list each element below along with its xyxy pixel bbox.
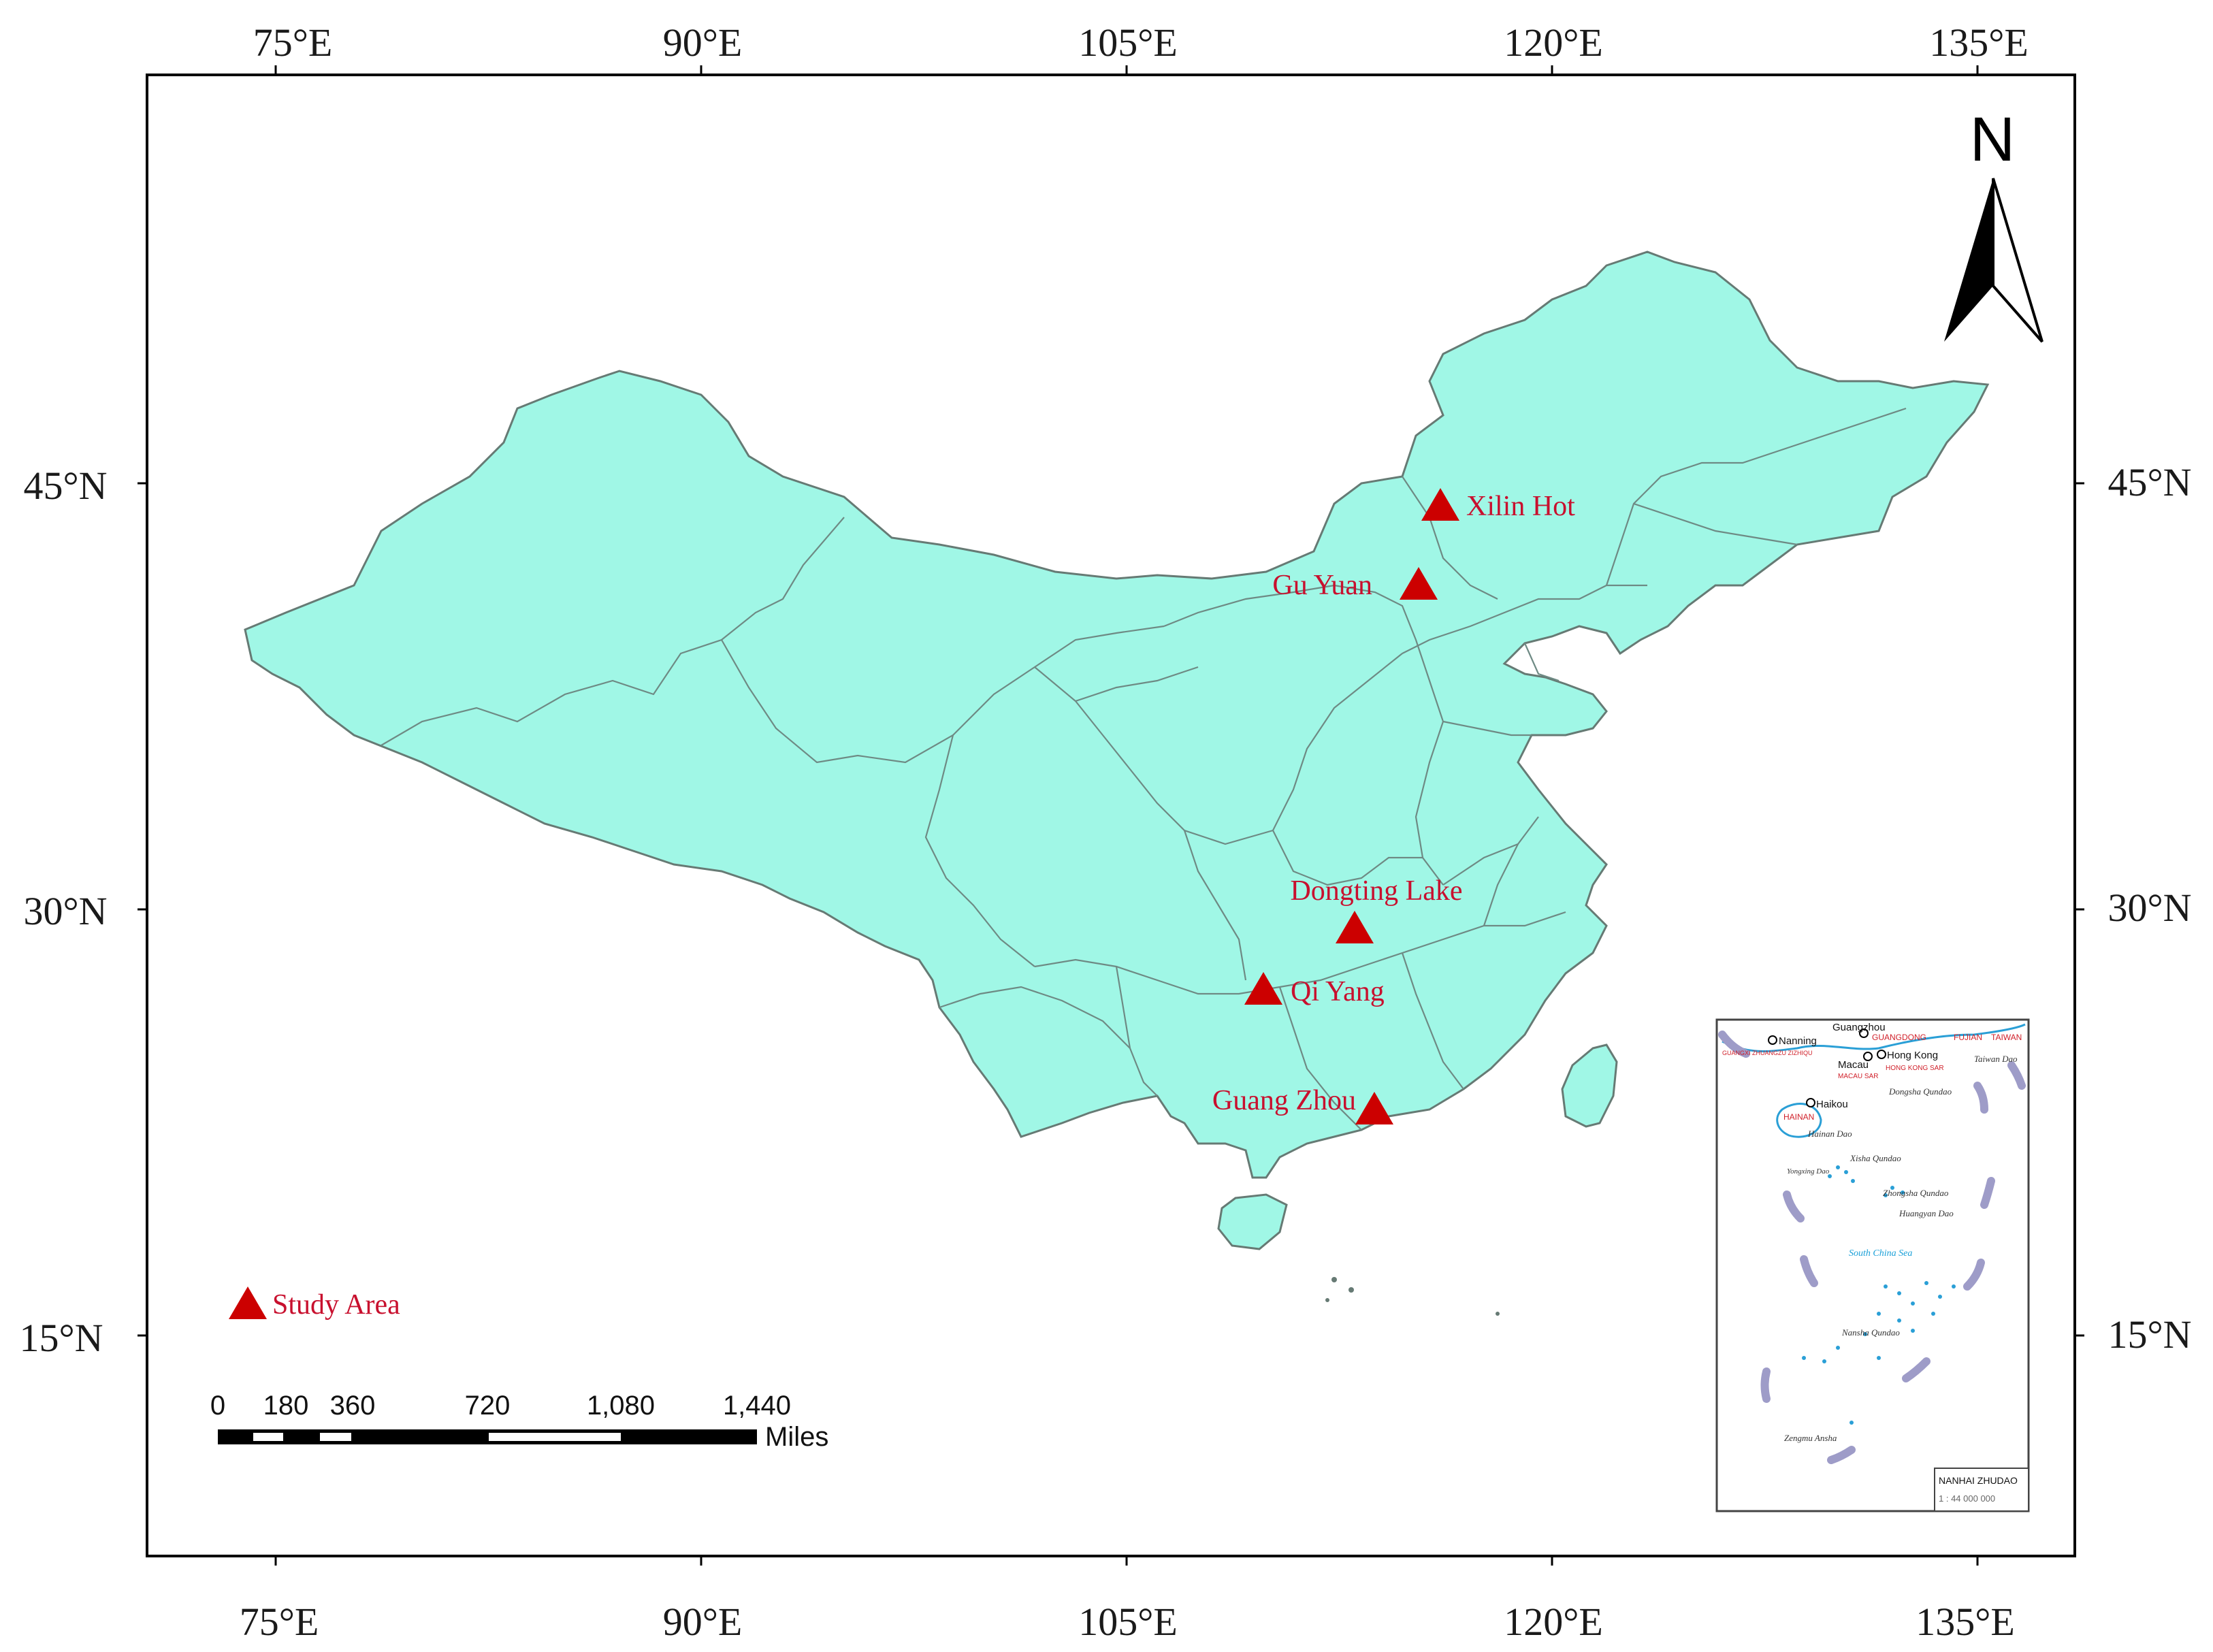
scale-bar-outline — [218, 1429, 757, 1444]
north-arrow-left-half — [1944, 178, 1993, 342]
hainan-island — [1217, 1193, 1288, 1250]
lon-label-bottom-90: 90°E — [663, 1600, 743, 1644]
scale-tick-720: 720 — [465, 1391, 511, 1421]
north-arrow-right-half — [1992, 178, 2044, 343]
scale-bar-segment — [253, 1433, 283, 1441]
scale-tick-1080: 1,080 — [587, 1391, 655, 1421]
lon-label-top-135: 135°E — [1929, 20, 2029, 65]
inset-city-guangzhou: Guangzhou — [1832, 1022, 1886, 1033]
site-label-guang-zhou: Guang Zhou — [1212, 1085, 1356, 1116]
north-label: N — [1970, 105, 2015, 174]
graticule-ticks — [138, 65, 2084, 1566]
inset-region-hong-kong-sar: HONG KONG SAR — [1886, 1065, 1944, 1072]
inset-region-fujian: FUJIAN — [1954, 1033, 1982, 1042]
site-label-xilin-hot: Xilin Hot — [1466, 491, 1575, 522]
lat-label-right-15: 15°N — [2107, 1312, 2191, 1357]
site-marker-qi-yang — [1244, 972, 1282, 1005]
site-marker-guang-zhou — [1355, 1092, 1393, 1124]
legend: Study Area — [229, 1286, 400, 1321]
inset-mainland-coast — [1722, 1023, 2026, 1052]
inset-island-yongxing: Yongxing Dao — [1787, 1167, 1830, 1176]
legend-label: Study Area — [272, 1289, 400, 1321]
scale-tick-180: 180 — [263, 1391, 309, 1421]
site-marker-xilin-hot — [1421, 488, 1459, 521]
lon-label-bottom-135: 135°E — [1916, 1600, 2015, 1644]
lon-label-bottom-105: 105°E — [1078, 1600, 1178, 1644]
lon-label-top-75: 75°E — [253, 20, 333, 65]
inset-island-taiwan-dao: Taiwan Dao — [1974, 1054, 2018, 1064]
scale-tick-1440: 1,440 — [723, 1391, 791, 1421]
site-label-gu-yuan: Gu Yuan — [1272, 570, 1372, 601]
inset-scale: 1 : 44 000 000 — [1939, 1493, 1995, 1504]
inset-city-markers — [1768, 1029, 1886, 1107]
inset-title-box — [1934, 1468, 2029, 1512]
inset-city-haikou: Haikou — [1816, 1099, 1848, 1110]
inset-hainan — [1776, 1103, 1822, 1138]
china-mainland — [244, 250, 1990, 1179]
site-label-qi-yang: Qi Yang — [1291, 976, 1385, 1007]
inset-dash-line — [1718, 1031, 2026, 1464]
lon-label-top-105: 105°E — [1078, 20, 1178, 65]
inset-city-nanning: Nanning — [1779, 1035, 1817, 1047]
lon-label-top-90: 90°E — [663, 20, 743, 65]
map-frame — [146, 74, 2076, 1557]
inset-region-hainan: HAINAN — [1783, 1112, 1814, 1122]
inset-island-zhongsha: Zhongsha Qundao — [1883, 1188, 1949, 1198]
scale-bar: 0 180 360 720 1,080 1,440 Miles — [210, 1391, 828, 1452]
legend-marker — [229, 1286, 267, 1319]
left-latitude-labels: 45°N 30°N 15°N — [19, 464, 107, 1360]
lat-label-right-30: 30°N — [2107, 886, 2191, 930]
scale-bar-segment — [489, 1433, 621, 1441]
bottom-longitude-labels: 75°E 90°E 105°E 120°E 135°E — [240, 1600, 2015, 1644]
top-longitude-labels: 75°E 90°E 105°E 120°E 135°E — [253, 20, 2029, 65]
inset-island-zengmu: Zengmu Ansha — [1784, 1433, 1837, 1443]
inset-island-xisha: Xisha Qundao — [1849, 1153, 1901, 1163]
lat-label-left-30: 30°N — [23, 889, 107, 933]
inset-title: NANHAI ZHUDAO — [1939, 1475, 2018, 1486]
china-landmass — [244, 250, 1990, 1316]
inset-city-hong-kong: Hong Kong — [1887, 1050, 1938, 1061]
inset-island-dots — [1802, 1165, 1956, 1425]
scale-unit: Miles — [765, 1422, 828, 1452]
lon-label-bottom-120: 120°E — [1504, 1600, 1603, 1644]
north-arrow: N — [1944, 105, 2044, 343]
scale-tick-0: 0 — [210, 1391, 225, 1421]
inset-city-macau: Macau — [1838, 1059, 1869, 1071]
inset-region-macau-sar: MACAU SAR — [1838, 1073, 1878, 1080]
inset-region-guangxi: GUANGXI ZHUANGZU ZIZHIQU — [1722, 1050, 1813, 1056]
lon-label-top-120: 120°E — [1504, 20, 1603, 65]
lat-label-right-45: 45°N — [2107, 460, 2191, 504]
site-label-dongting-lake: Dongting Lake — [1290, 875, 1462, 907]
inset-island-huangyan: Huangyan Dao — [1899, 1208, 1954, 1218]
inset-region-guangdong: GUANGDONG — [1872, 1033, 1926, 1042]
inset-region-taiwan: TAIWAN — [1991, 1033, 2022, 1042]
inset-island-dongsha: Dongsha Qundao — [1888, 1086, 1952, 1097]
study-sites: Xilin Hot Gu Yuan Dongting Lake Qi Yang … — [1212, 488, 1575, 1124]
taiwan-island — [1561, 1043, 1618, 1128]
inset-island-nansha: Nansha Qundao — [1841, 1327, 1900, 1338]
right-latitude-labels: 45°N 30°N 15°N — [2107, 460, 2191, 1357]
lat-label-left-15: 15°N — [19, 1316, 103, 1360]
inset-sea-label: South China Sea — [1849, 1248, 1912, 1259]
lat-label-left-45: 45°N — [23, 464, 107, 508]
south-china-sea-inset: Guangzhou Nanning Macau Hong Kong Haikou… — [1715, 1018, 2030, 1512]
site-marker-dongting-lake — [1336, 911, 1374, 943]
province-boundaries — [381, 407, 1907, 1131]
scale-tick-360: 360 — [330, 1391, 376, 1421]
scale-bar-segment — [320, 1433, 351, 1441]
inset-island-hainan-dao: Hainan Dao — [1807, 1129, 1852, 1139]
lon-label-bottom-75: 75°E — [240, 1600, 319, 1644]
site-marker-gu-yuan — [1400, 567, 1438, 600]
